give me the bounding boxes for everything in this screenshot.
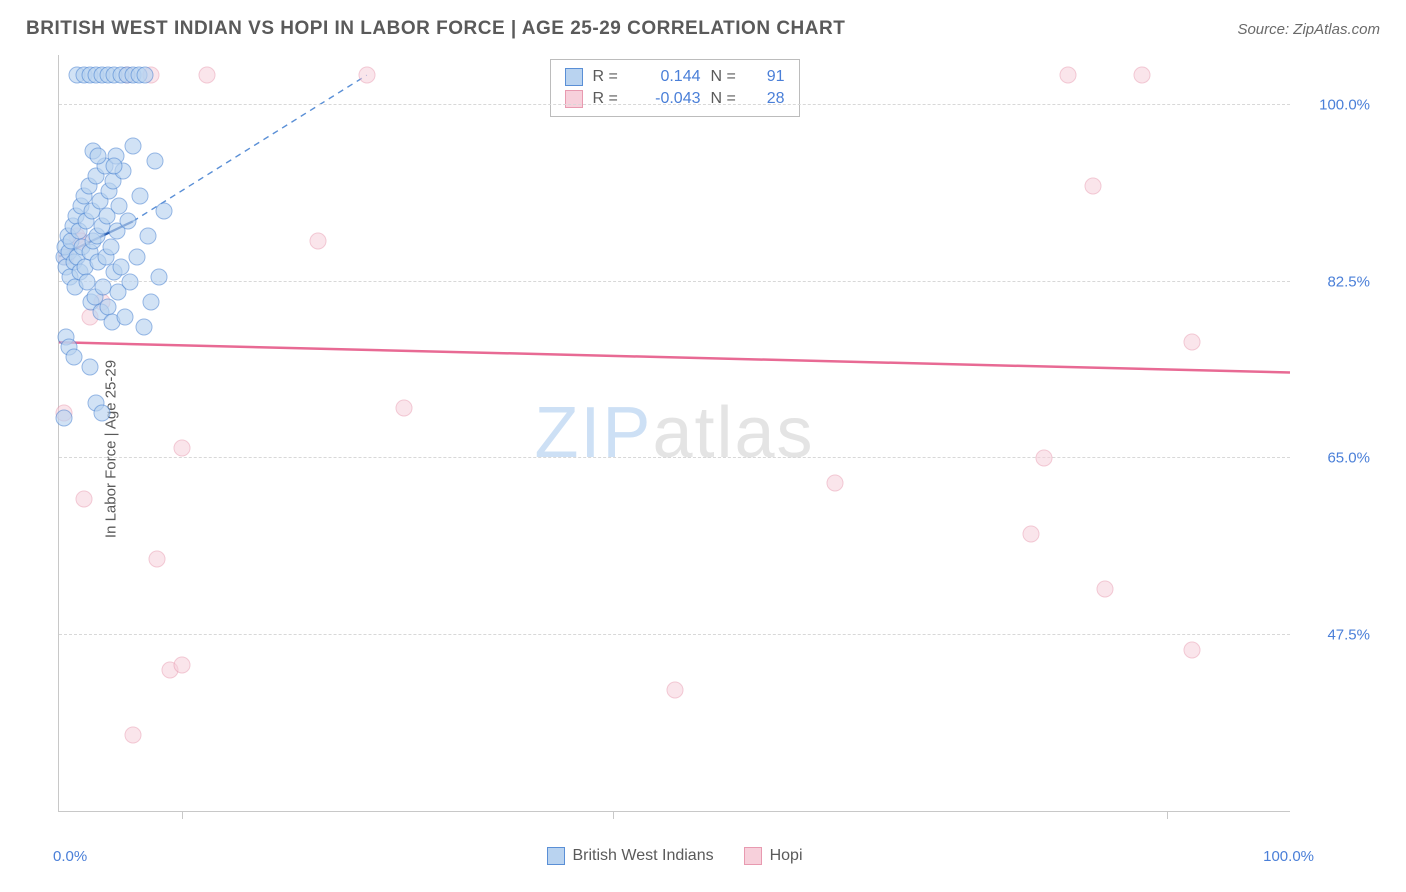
data-point xyxy=(1085,178,1102,195)
y-tick-label: 100.0% xyxy=(1300,97,1370,114)
x-axis-min-label: 0.0% xyxy=(53,848,87,865)
gridline xyxy=(59,104,1290,105)
chart-source: Source: ZipAtlas.com xyxy=(1237,21,1380,38)
data-point xyxy=(174,656,191,673)
legend-label-bwi: British West Indians xyxy=(573,847,714,865)
data-point xyxy=(102,238,119,255)
data-point xyxy=(55,409,72,426)
data-point xyxy=(1097,581,1114,598)
swatch-bwi-icon xyxy=(565,68,583,86)
x-tick xyxy=(613,811,614,819)
r-label: R = xyxy=(593,68,627,86)
swatch-hopi-icon xyxy=(744,847,762,865)
gridline xyxy=(59,634,1290,635)
data-point xyxy=(119,213,136,230)
chart-container: In Labor Force | Age 25-29 ZIPatlas R = … xyxy=(40,55,1380,842)
data-point xyxy=(124,137,141,154)
data-point xyxy=(1134,67,1151,84)
gridline xyxy=(59,281,1290,282)
legend-item-hopi: Hopi xyxy=(744,847,803,865)
legend-label-hopi: Hopi xyxy=(770,847,803,865)
y-tick-label: 65.0% xyxy=(1300,450,1370,467)
data-point xyxy=(112,258,129,275)
data-point xyxy=(75,490,92,507)
correlation-legend: R = 0.144 N = 91 R = -0.043 N = 28 xyxy=(550,59,800,117)
series-legend: British West Indians Hopi xyxy=(547,847,803,865)
chart-title: BRITISH WEST INDIAN VS HOPI IN LABOR FOR… xyxy=(26,18,845,40)
legend-row-bwi: R = 0.144 N = 91 xyxy=(565,66,785,88)
data-point xyxy=(826,475,843,492)
data-point xyxy=(81,359,98,376)
data-point xyxy=(1023,525,1040,542)
legend-row-hopi: R = -0.043 N = 28 xyxy=(565,88,785,110)
data-point xyxy=(198,67,215,84)
x-tick xyxy=(182,811,183,819)
n-value-bwi: 91 xyxy=(755,68,785,86)
data-point xyxy=(149,551,166,568)
data-point xyxy=(122,273,139,290)
swatch-bwi-icon xyxy=(547,847,565,865)
data-point xyxy=(137,67,154,84)
x-axis-max-label: 100.0% xyxy=(1263,848,1314,865)
y-tick-label: 82.5% xyxy=(1300,273,1370,290)
data-point xyxy=(1060,67,1077,84)
watermark-zip: ZIP xyxy=(534,393,652,473)
data-point xyxy=(1035,450,1052,467)
watermark-atlas: atlas xyxy=(652,393,814,473)
data-point xyxy=(358,67,375,84)
data-point xyxy=(139,228,156,245)
data-point xyxy=(128,248,145,265)
data-point xyxy=(117,309,134,326)
data-point xyxy=(90,147,107,164)
plot-area: ZIPatlas R = 0.144 N = 91 R = -0.043 N =… xyxy=(58,55,1290,812)
y-tick-label: 47.5% xyxy=(1300,626,1370,643)
legend-item-bwi: British West Indians xyxy=(547,847,714,865)
data-point xyxy=(94,404,111,421)
data-point xyxy=(174,440,191,457)
data-point xyxy=(1183,334,1200,351)
n-label: N = xyxy=(711,68,745,86)
data-point xyxy=(155,203,172,220)
data-point xyxy=(147,152,164,169)
data-point xyxy=(124,727,141,744)
data-point xyxy=(135,319,152,336)
data-point xyxy=(666,682,683,699)
r-value-bwi: 0.144 xyxy=(637,68,701,86)
gridline xyxy=(59,457,1290,458)
x-tick xyxy=(1167,811,1168,819)
data-point xyxy=(143,293,160,310)
data-point xyxy=(309,233,326,250)
data-point xyxy=(65,349,82,366)
data-point xyxy=(106,157,123,174)
data-point xyxy=(150,268,167,285)
data-point xyxy=(132,188,149,205)
watermark: ZIPatlas xyxy=(534,392,814,474)
data-point xyxy=(1183,641,1200,658)
data-point xyxy=(395,399,412,416)
